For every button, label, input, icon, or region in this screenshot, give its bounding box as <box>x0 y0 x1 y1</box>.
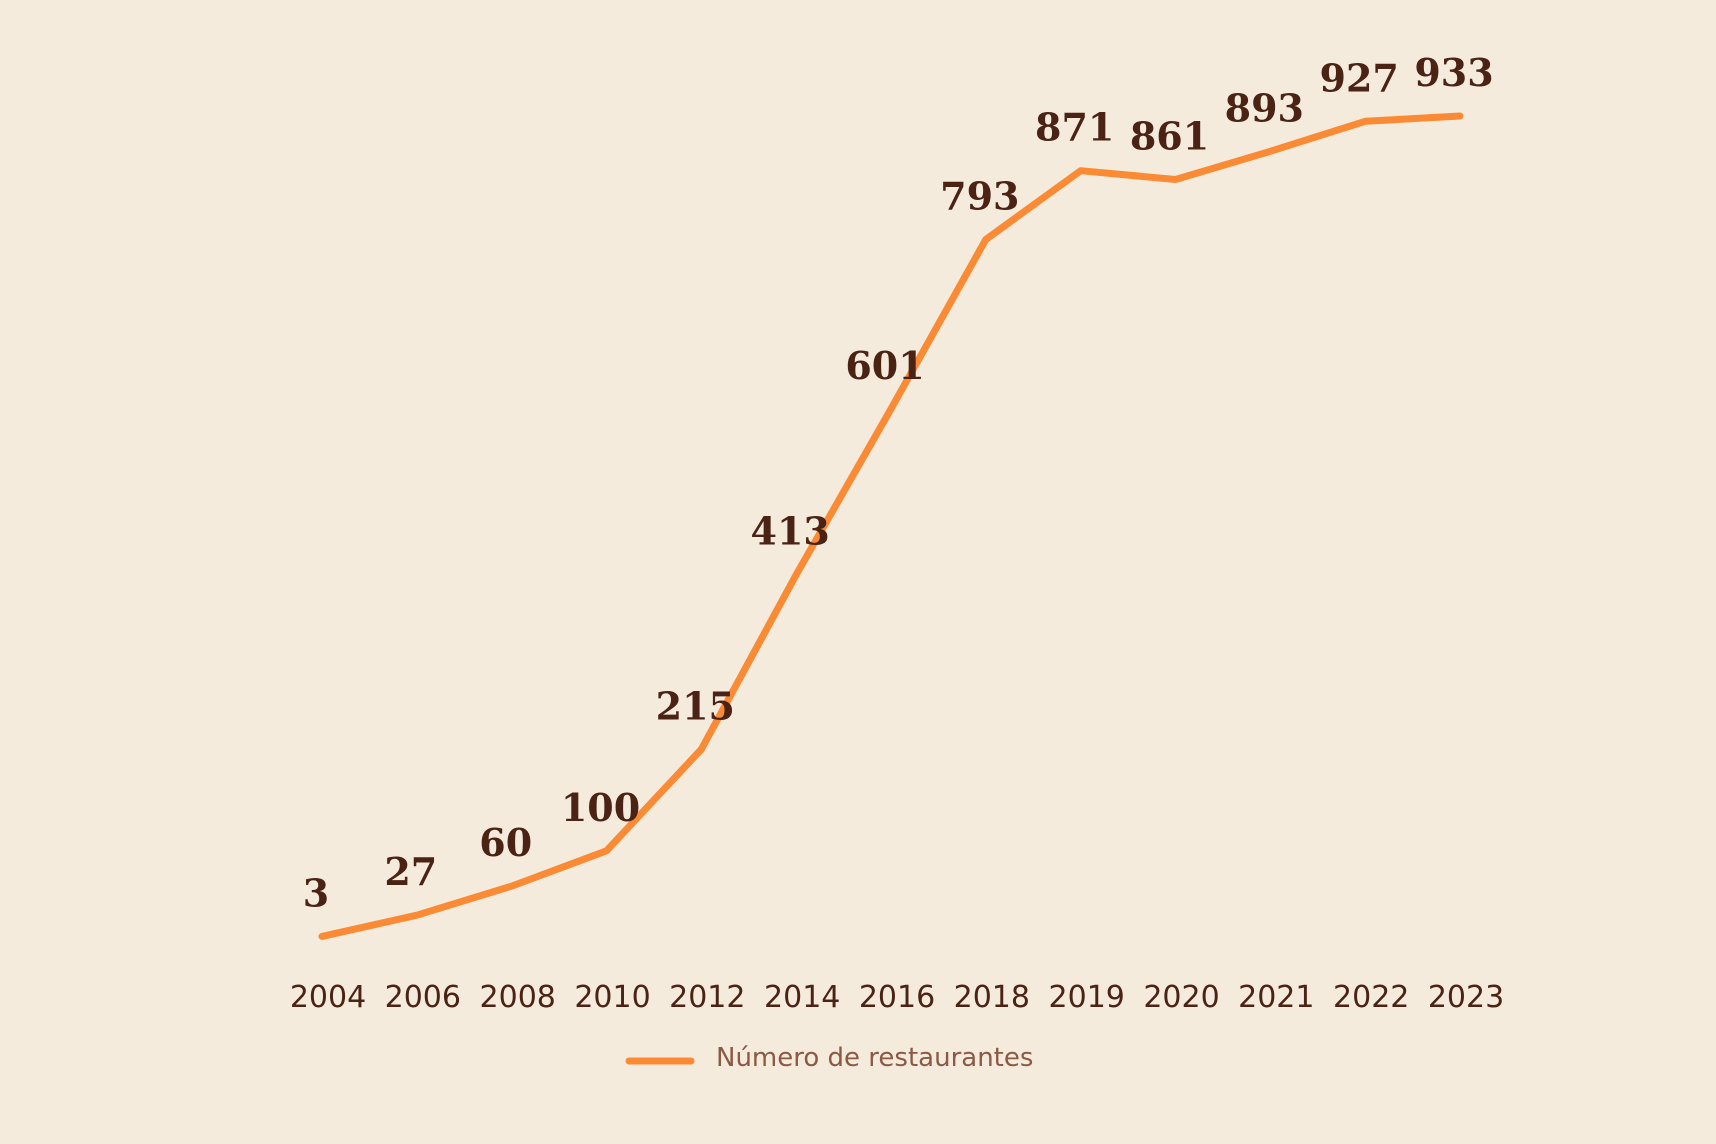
legend: Número de restaurantes <box>625 1043 1033 1073</box>
x-tick-label: 2008 <box>480 980 556 1015</box>
x-tick-label: 2016 <box>859 980 935 1015</box>
data-label: 927 <box>1320 55 1399 100</box>
data-label: 3 <box>303 870 329 915</box>
legend-label: Número de restaurantes <box>716 1043 1033 1073</box>
data-label: 871 <box>1035 105 1114 150</box>
x-tick-label: 2020 <box>1143 980 1219 1015</box>
data-label: 601 <box>845 343 924 388</box>
x-tick-label: 2018 <box>954 980 1030 1015</box>
x-tick-label: 2023 <box>1428 980 1504 1015</box>
data-label: 215 <box>656 683 735 728</box>
x-tick-label: 2012 <box>669 980 745 1015</box>
series-line <box>318 112 1464 940</box>
data-label: 861 <box>1130 114 1209 159</box>
data-label: 933 <box>1414 50 1493 95</box>
x-tick-label: 2019 <box>1049 980 1125 1015</box>
x-tick-label: 2022 <box>1333 980 1409 1015</box>
data-labels-group: 3 27 60 100 215 413 601 793 871 861 893 927 933 <box>303 50 1494 915</box>
x-tick-label: 2006 <box>385 980 461 1015</box>
data-label: 27 <box>384 849 437 894</box>
x-tick-label: 2021 <box>1238 980 1314 1015</box>
data-label: 100 <box>561 785 640 830</box>
x-tick-label: 2014 <box>764 980 840 1015</box>
x-axis: 2004 2006 2008 2010 2012 2014 2016 2018 2019 2020… <box>290 980 1504 1015</box>
series-group <box>318 112 1464 940</box>
x-tick-label: 2004 <box>290 980 366 1015</box>
data-label: 413 <box>751 509 830 554</box>
data-label: 893 <box>1225 85 1304 130</box>
data-label: 793 <box>940 174 1019 219</box>
data-label: 60 <box>479 820 532 865</box>
x-tick-label: 2010 <box>574 980 650 1015</box>
